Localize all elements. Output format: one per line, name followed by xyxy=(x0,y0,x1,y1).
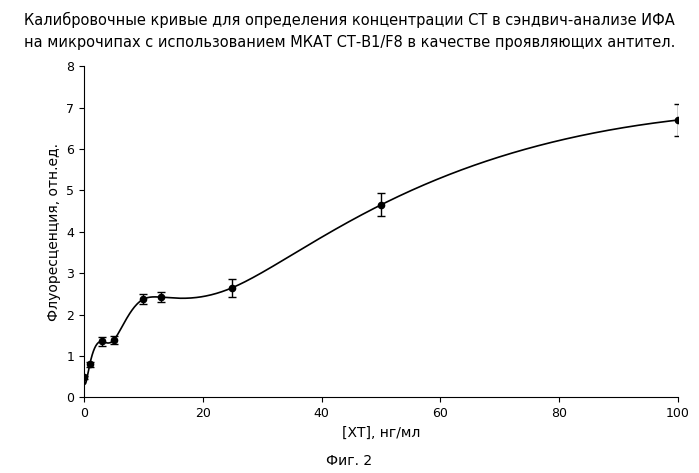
Text: на микрочипах с использованием МКАТ СТ-В1/F8 в качестве проявляющих антител.: на микрочипах с использованием МКАТ СТ-В… xyxy=(24,35,675,51)
X-axis label: [ХТ], нг/мл: [ХТ], нг/мл xyxy=(342,426,420,439)
Y-axis label: Флуоресценция, отн.ед.: Флуоресценция, отн.ед. xyxy=(47,143,61,321)
Text: Калибровочные кривые для определения концентрации СТ в сэндвич-анализе ИФА: Калибровочные кривые для определения кон… xyxy=(24,12,675,28)
Text: Фиг. 2: Фиг. 2 xyxy=(326,454,373,468)
